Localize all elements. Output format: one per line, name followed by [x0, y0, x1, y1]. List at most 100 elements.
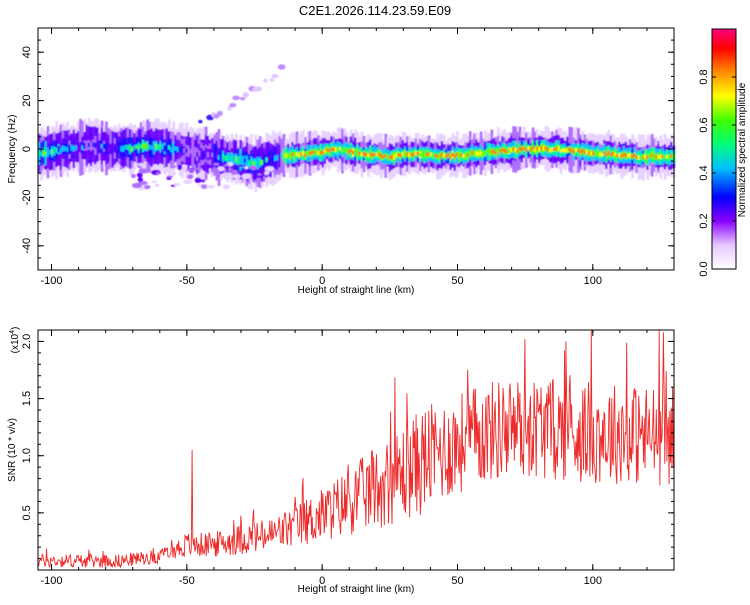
- spectrogram-cell: [655, 154, 658, 159]
- snr-xtick-label: 50: [451, 575, 463, 587]
- spectrogram-cell: [518, 146, 522, 151]
- spectrogram-cell: [429, 153, 433, 157]
- spectrogram-cell: [362, 151, 366, 156]
- spectrogram-cell: [299, 152, 303, 157]
- spectrogram-blob: [131, 173, 136, 179]
- spectrogram-cell: [141, 143, 145, 149]
- snr-plot-area: [37, 329, 675, 569]
- spectrogram-blob: [193, 167, 203, 170]
- spectrogram-cell: [507, 148, 511, 153]
- figure-title: C2E1.2026.114.23.59.E09: [299, 3, 451, 18]
- spectrogram-cell: [499, 149, 502, 154]
- spectrogram-cell: [122, 145, 126, 152]
- spectrogram-blob: [170, 171, 176, 176]
- spectrogram-cell: [187, 148, 191, 155]
- spectrogram-blob: [173, 182, 181, 187]
- spectrogram-blob: [222, 184, 230, 190]
- spectrogram-cell: [46, 149, 50, 155]
- spectrogram-cell: [406, 152, 409, 156]
- spectrogram-blob: [264, 166, 275, 172]
- spectrogram-cell: [261, 159, 264, 166]
- spectrogram-blob: [217, 110, 223, 117]
- spectrogram-cell: [460, 153, 463, 158]
- colorbar-gradient: [712, 29, 736, 269]
- spectrogram-cell: [611, 151, 615, 156]
- spectrogram-cell: [479, 151, 483, 156]
- spectrogram-cell: [215, 153, 219, 159]
- snr-frame: [37, 329, 675, 571]
- spectrogram-cell: [408, 153, 411, 157]
- spectrogram-cell: [382, 155, 386, 159]
- spectrogram-cell: [566, 148, 570, 152]
- spectrogram-cell: [449, 155, 453, 159]
- spectrogram-blob: [271, 74, 279, 79]
- spectrogram-cell: [271, 155, 275, 161]
- spectrogram-cell: [109, 145, 113, 152]
- colorbar-tick-label: 0.8: [698, 69, 710, 84]
- spectrogram-cell: [92, 142, 95, 147]
- spectrogram-cell: [213, 152, 217, 159]
- spectrogram-cell: [94, 142, 98, 149]
- spectrogram-cell: [603, 150, 606, 155]
- spectrogram-cell: [533, 148, 537, 152]
- spectrogram-cell: [269, 157, 273, 164]
- spectrogram-cell: [661, 154, 665, 158]
- spectrogram-cell: [167, 145, 171, 150]
- spectrogram-cell: [115, 145, 119, 150]
- spectrogram-blob: [131, 182, 142, 189]
- spectrogram-cell: [139, 143, 143, 149]
- spectrogram-blob: [187, 174, 194, 180]
- spectrogram-cell: [85, 143, 89, 148]
- colorbar-tick-label: 0.0: [698, 261, 710, 276]
- spectrogram-cell: [464, 153, 468, 158]
- spectrogram-x-axis-label: Height of straight line (km): [298, 285, 415, 296]
- spectrogram-cell: [388, 155, 392, 160]
- spectrogram-cell: [590, 151, 593, 155]
- spectrogram-cell: [306, 151, 310, 156]
- spectrogram-cell: [48, 149, 52, 155]
- spectrogram-cell: [551, 147, 554, 152]
- spectrogram-cell: [585, 150, 589, 154]
- spectrogram-cell: [312, 150, 316, 154]
- spectrogram-cell: [535, 147, 539, 151]
- spectrogram-cell: [250, 159, 253, 164]
- spectrogram-cell: [202, 152, 206, 158]
- spectrogram-cell: [403, 152, 407, 157]
- spectrogram-cell: [345, 149, 349, 153]
- spec-xtick-label: 50: [451, 275, 463, 287]
- spectrogram-cell: [668, 155, 671, 160]
- spectrogram-cell: [358, 151, 362, 156]
- spectrogram-cell: [124, 144, 128, 150]
- spectrogram-cell: [278, 153, 282, 159]
- spectrogram-cell: [72, 146, 76, 152]
- spectrogram-cell: [531, 146, 535, 150]
- spectrogram-blob: [201, 184, 208, 189]
- spectrogram-blob: [255, 86, 262, 92]
- snr-xtick-label: 0: [319, 575, 325, 587]
- snr-ytick-label: 1.5: [21, 391, 33, 406]
- spectrogram-cell: [81, 145, 85, 151]
- spectrogram-cell: [241, 159, 245, 165]
- spectrogram-cell: [68, 146, 72, 153]
- spectrogram-panel: -100 -50 0 50 100 -40 -20 0 20 40 Height of strai…: [7, 27, 676, 296]
- spectrogram-cell: [652, 153, 656, 158]
- spectrogram-cell: [564, 148, 567, 153]
- spectrogram-cell: [289, 154, 292, 158]
- spectrogram-cell: [516, 149, 520, 154]
- spectrogram-cell: [373, 152, 377, 156]
- spectrogram-cell: [484, 151, 487, 156]
- spectrogram-cell: [568, 147, 572, 152]
- spectrogram-cell: [594, 152, 598, 156]
- spectrogram-cell: [284, 153, 288, 158]
- spectrogram-cell: [486, 149, 489, 153]
- colorbar: 0.0 0.2 0.4 0.6 0.8 Normalized spectral ampl…: [698, 28, 748, 277]
- spectrogram-blob: [154, 183, 160, 187]
- spectrogram-cell: [455, 152, 459, 156]
- spectrogram-cell: [354, 150, 357, 154]
- spectrogram-blob: [249, 165, 257, 170]
- spectrogram-cell: [44, 150, 48, 156]
- spectrogram-cell: [620, 154, 624, 159]
- spectrogram-cell: [321, 150, 325, 155]
- spectrogram-cell: [343, 147, 347, 151]
- spectrogram-cell: [501, 148, 505, 152]
